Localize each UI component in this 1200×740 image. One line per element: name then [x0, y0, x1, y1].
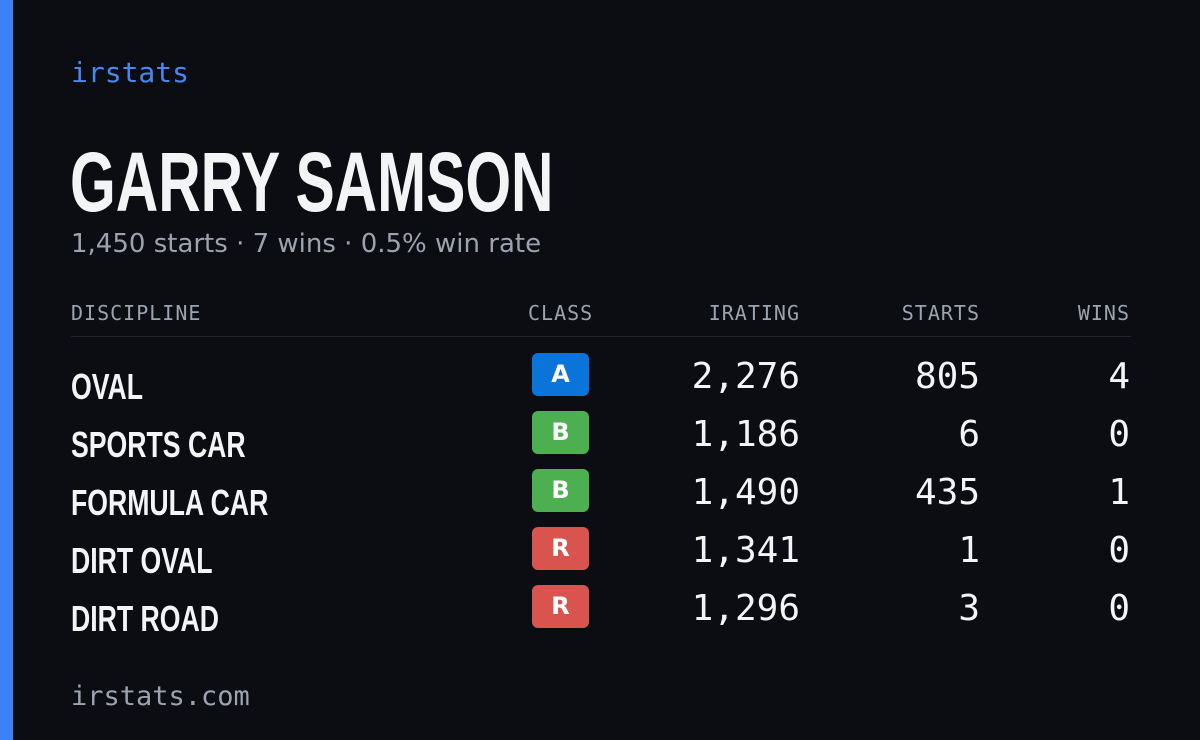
wins-value: 4 [1108, 356, 1130, 397]
table-row: DIRT OVAL R 1,341 1 0 [71, 527, 1131, 585]
footer-url: irstats.com [71, 681, 250, 712]
header-irating: IRATING [708, 301, 800, 325]
class-badge: R [532, 585, 589, 628]
class-badge: R [532, 527, 589, 570]
header-wins: WINS [1077, 301, 1130, 325]
header-discipline: DISCIPLINE [71, 301, 202, 325]
accent-bar [0, 0, 13, 740]
class-badge: B [532, 469, 589, 512]
starts-value: 435 [914, 472, 980, 513]
table-row: OVAL A 2,276 805 4 [71, 353, 1131, 411]
irating-value: 1,186 [691, 414, 800, 455]
irating-value: 1,296 [691, 588, 800, 629]
starts-value: 3 [958, 588, 980, 629]
table-row: SPORTS CAR B 1,186 6 0 [71, 411, 1131, 469]
discipline-name: SPORTS CAR [71, 424, 246, 465]
discipline-name: FORMULA CAR [71, 482, 269, 523]
class-badge: A [532, 353, 589, 396]
header-starts: STARTS [901, 301, 980, 325]
table-header: DISCIPLINE CLASS IRATING STARTS WINS [71, 298, 1131, 337]
stats-table: DISCIPLINE CLASS IRATING STARTS WINS OVA… [71, 298, 1131, 643]
class-badge: B [532, 411, 589, 454]
discipline-name: OVAL [71, 366, 144, 407]
discipline-name: DIRT ROAD [71, 598, 219, 639]
table-row: FORMULA CAR B 1,490 435 1 [71, 469, 1131, 527]
wins-value: 1 [1108, 472, 1130, 513]
player-summary: 1,450 starts · 7 wins · 0.5% win rate [71, 229, 542, 259]
starts-value: 6 [958, 414, 980, 455]
player-name: GARRY SAMSON [70, 135, 554, 229]
starts-value: 1 [958, 530, 980, 571]
header-class: CLASS [528, 301, 594, 325]
irating-value: 1,341 [691, 530, 800, 571]
wins-value: 0 [1108, 588, 1130, 629]
table-row: DIRT ROAD R 1,296 3 0 [71, 585, 1131, 643]
irating-value: 1,490 [691, 472, 800, 513]
table-body: OVAL A 2,276 805 4 SPORTS CAR B 1,186 6 … [71, 337, 1131, 643]
wins-value: 0 [1108, 530, 1130, 571]
discipline-name: DIRT OVAL [71, 540, 213, 581]
starts-value: 805 [914, 356, 980, 397]
wins-value: 0 [1108, 414, 1130, 455]
irating-value: 2,276 [691, 356, 800, 397]
brand-logo: irstats [71, 56, 190, 89]
